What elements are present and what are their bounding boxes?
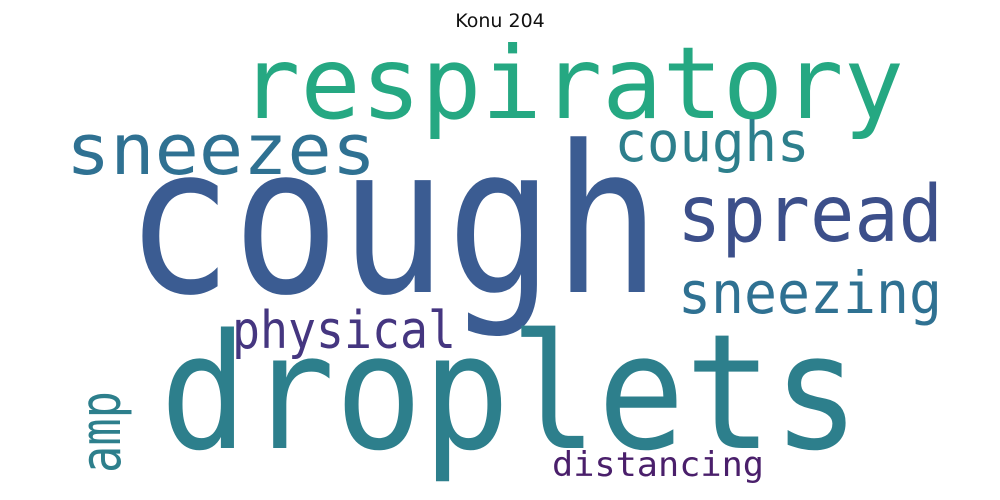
word-sneezing: sneezing: [678, 259, 942, 327]
word-sneezes: sneezes: [66, 109, 376, 191]
word-droplets: droplets: [160, 299, 860, 486]
word-respiratory: respiratory: [240, 25, 904, 142]
word-distancing: distancing: [552, 445, 764, 485]
word-spread: spread: [677, 170, 943, 260]
word-cough: cough: [126, 103, 661, 341]
chart-title: Konu 204: [455, 10, 545, 32]
word-physical: physical: [232, 301, 456, 361]
word-coughs: coughs: [615, 110, 810, 174]
word-amp: amp: [69, 391, 134, 473]
